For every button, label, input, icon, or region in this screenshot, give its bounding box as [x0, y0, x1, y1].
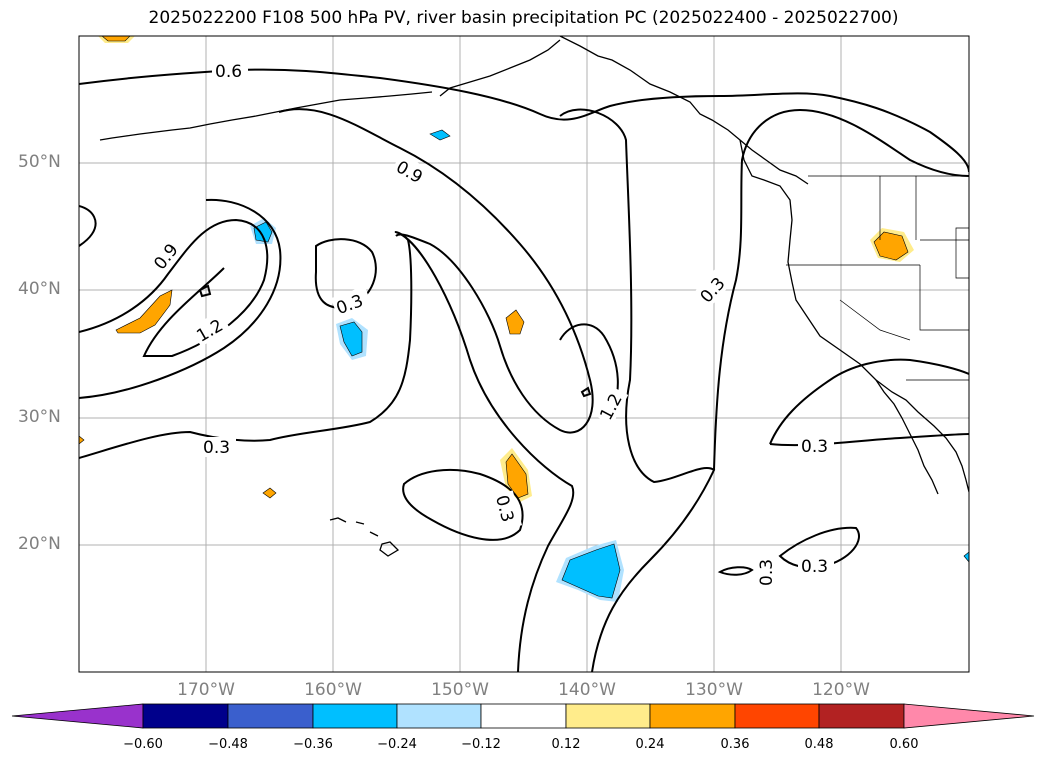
- colorbar-tick-3: −0.36: [293, 737, 333, 752]
- map-title: 2025022200 F108 500 hPa PV, river basin …: [148, 8, 899, 28]
- contour-12-west: [79, 198, 282, 399]
- contour-small-west-loop: [198, 284, 212, 298]
- lon-label-130: 130°W: [685, 680, 743, 700]
- colorbar-tick-6: 0.12: [551, 737, 581, 752]
- colorbar-bin-5: [480, 703, 567, 729]
- precip-negative-south: [561, 543, 621, 599]
- precip-negative-west: [253, 221, 273, 243]
- lon-label-170: 170°W: [177, 680, 235, 700]
- colorbar-bin-6: [565, 703, 651, 729]
- colorbar-tick-2: −0.48: [208, 737, 248, 752]
- precip-negative-center: [339, 321, 363, 357]
- contour-03-baja: [769, 358, 969, 445]
- precip-positive-small: [262, 487, 277, 499]
- lon-label-120: 120°W: [812, 680, 870, 700]
- contour-03-se-small: [717, 526, 860, 576]
- contour-09-west: [79, 218, 269, 357]
- contour-labels: 0.6 0.9 0.9 1.2 1.2 0.3 0.3 0.3 0.3 0.3 …: [146, 61, 834, 588]
- colorbar-tick-5: −0.12: [461, 737, 501, 752]
- precip-positive-west-edge: [79, 435, 85, 445]
- colorbar-tick-9: 0.48: [804, 737, 834, 752]
- hawaii-islands: [329, 517, 400, 557]
- colorbar-bin-4: [396, 703, 482, 729]
- contour-03-subtropic: [402, 468, 524, 541]
- precip-positive-center: [505, 309, 525, 335]
- precip-positive-top-core: [101, 36, 131, 42]
- precip-positive-west: [115, 289, 173, 334]
- colorbar-tick-4: −0.24: [377, 737, 417, 752]
- clabel-03-baja: 0.3: [801, 437, 828, 457]
- aleutian-islands: [99, 91, 433, 141]
- lat-label-20: 20°N: [18, 534, 61, 554]
- alaska-coast: [559, 36, 809, 185]
- contour-06: [79, 68, 969, 173]
- alaska-peninsula: [439, 39, 561, 97]
- precip-shading: [79, 36, 969, 602]
- colorbar-bin-2: [227, 703, 314, 729]
- colorbar-tick-10: 0.60: [889, 737, 919, 752]
- colorbar: [11, 703, 1035, 729]
- clabel-06: 0.6: [215, 62, 242, 82]
- colorbar-bin-8: [734, 703, 820, 729]
- lower48-borders: [786, 175, 969, 381]
- clabel-03-south-west: 0.3: [203, 438, 230, 458]
- pv-contours: [79, 68, 969, 672]
- lon-label-150: 150°W: [431, 680, 489, 700]
- colorbar-tick-1: −0.60: [123, 737, 163, 752]
- clabel-03-se: 0.3: [801, 557, 828, 577]
- contour-03-main-trough: [395, 108, 716, 672]
- colorbar-bin-7: [649, 703, 736, 729]
- bc-coast: [739, 139, 969, 493]
- contour-03-east-diag: [713, 108, 969, 471]
- contour-09-north: [278, 108, 594, 434]
- lat-label-40: 40°N: [18, 279, 61, 299]
- colorbar-bin-3: [312, 703, 398, 729]
- lat-label-50: 50°N: [18, 152, 61, 172]
- precip-positive-idaho: [873, 231, 909, 261]
- colorbar-tick-8: 0.36: [720, 737, 750, 752]
- contour-west-edge: [79, 205, 97, 247]
- contour-03-outer: [79, 231, 413, 459]
- colorbar-tick-7: 0.24: [635, 737, 665, 752]
- lat-label-30: 30°N: [18, 407, 61, 427]
- plot-frame: [78, 35, 970, 673]
- baja-peninsula: [875, 379, 939, 495]
- precip-negative-north: [429, 129, 451, 141]
- lon-label-160: 160°W: [304, 680, 362, 700]
- colorbar-bin-1: [142, 703, 229, 729]
- precip-negative-east-edge: [963, 551, 969, 563]
- precip-positive-south: [505, 453, 529, 499]
- colorbar-bin-9: [818, 703, 905, 729]
- colorbar-extend-high: [903, 703, 1035, 729]
- coastlines: [99, 36, 969, 557]
- clabel-03-se-vert: 0.3: [757, 559, 777, 586]
- contour-small-trough-dot: [580, 386, 592, 398]
- lon-label-140: 140°W: [558, 680, 616, 700]
- gridlines: [79, 36, 969, 672]
- colorbar-extend-low: [11, 703, 144, 729]
- contour-03-center-loop: [314, 238, 377, 309]
